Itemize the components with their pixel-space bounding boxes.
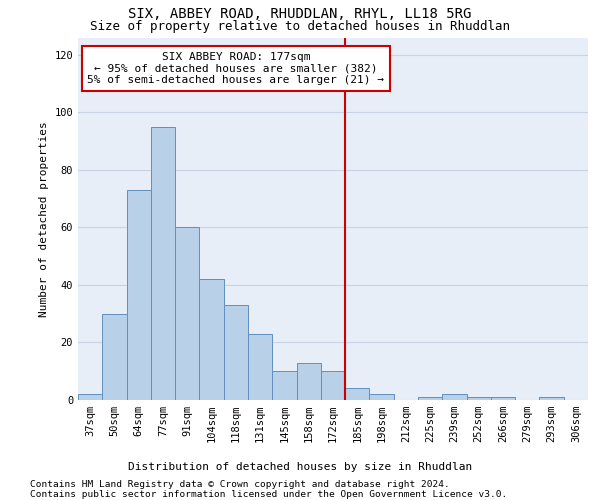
Bar	[248, 334, 272, 400]
Text: Size of property relative to detached houses in Rhuddlan: Size of property relative to detached ho…	[90, 20, 510, 33]
Text: Contains HM Land Registry data © Crown copyright and database right 2024.: Contains HM Land Registry data © Crown c…	[30, 480, 450, 489]
Y-axis label: Number of detached properties: Number of detached properties	[39, 121, 49, 316]
Bar	[418, 397, 442, 400]
Bar	[175, 228, 199, 400]
Bar	[272, 371, 296, 400]
Bar	[199, 279, 224, 400]
Bar	[491, 397, 515, 400]
Bar	[127, 190, 151, 400]
Bar	[370, 394, 394, 400]
Text: Contains public sector information licensed under the Open Government Licence v3: Contains public sector information licen…	[30, 490, 507, 499]
Text: SIX ABBEY ROAD: 177sqm
← 95% of detached houses are smaller (382)
5% of semi-det: SIX ABBEY ROAD: 177sqm ← 95% of detached…	[88, 52, 385, 85]
Bar	[539, 397, 564, 400]
Bar	[296, 362, 321, 400]
Bar	[345, 388, 370, 400]
Bar	[102, 314, 127, 400]
Bar	[224, 305, 248, 400]
Bar	[151, 126, 175, 400]
Bar	[78, 394, 102, 400]
Text: SIX, ABBEY ROAD, RHUDDLAN, RHYL, LL18 5RG: SIX, ABBEY ROAD, RHUDDLAN, RHYL, LL18 5R…	[128, 8, 472, 22]
Text: Distribution of detached houses by size in Rhuddlan: Distribution of detached houses by size …	[128, 462, 472, 472]
Bar	[467, 397, 491, 400]
Bar	[321, 371, 345, 400]
Bar	[442, 394, 467, 400]
